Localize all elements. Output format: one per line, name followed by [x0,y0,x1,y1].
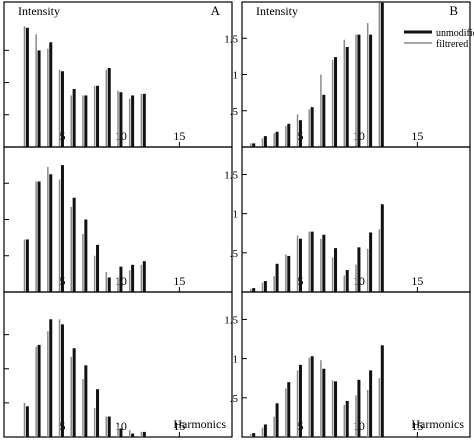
legend-filtered-label: filtrered [436,39,468,50]
y-tick-label: 1.5 [224,314,238,326]
y-tick-label: .4 [0,364,1,376]
y-tick-label: .5 [230,393,239,405]
legend: unmodified filtrered [404,28,474,50]
y-tick-label: 1 [233,354,239,366]
y-tick-label: 1.5 [224,33,238,45]
y-tick-label: 1.5 [224,169,238,181]
x-tick-label: 15 [411,129,423,143]
x-tick-label: 15 [173,129,185,143]
y-tick-label: .6 [0,178,1,190]
y-tick-label: .5 [230,106,239,118]
y-axis-label: Intensity [256,4,298,18]
y-tick-label: .6 [0,45,1,57]
y-tick-label: 1 [233,209,239,221]
y-tick-label: .4 [0,215,1,227]
x-tick-label: 15 [411,419,423,433]
panel-A-bottom: .2.4.651015Harmonics [0,291,233,438]
panel-B-bottom: .511.551015Harmonics [224,291,471,438]
x-axis-label: Harmonics [173,417,226,431]
panel-B-middle: .511.551015 [224,146,471,293]
panel-A-top: .2.4.651015IntensityA [0,1,233,148]
x-tick-label: 15 [173,419,185,433]
panel-letter: B [449,3,458,18]
panel-letter: A [211,3,221,18]
x-tick-label: 15 [173,274,185,288]
x-axis-label: Harmonics [411,417,464,431]
y-tick-label: .5 [230,248,239,260]
y-tick-label: .4 [0,78,1,90]
legend-unmodified-label: unmodified [436,28,474,39]
panel-A-middle: .2.4.651015 [0,146,233,293]
y-axis-label: Intensity [18,4,60,18]
y-tick-label: 1 [233,70,239,82]
panel-B-top: .511.551015IntensityB [224,1,471,148]
y-tick-label: .6 [0,330,1,342]
x-tick-label: 15 [411,274,423,288]
